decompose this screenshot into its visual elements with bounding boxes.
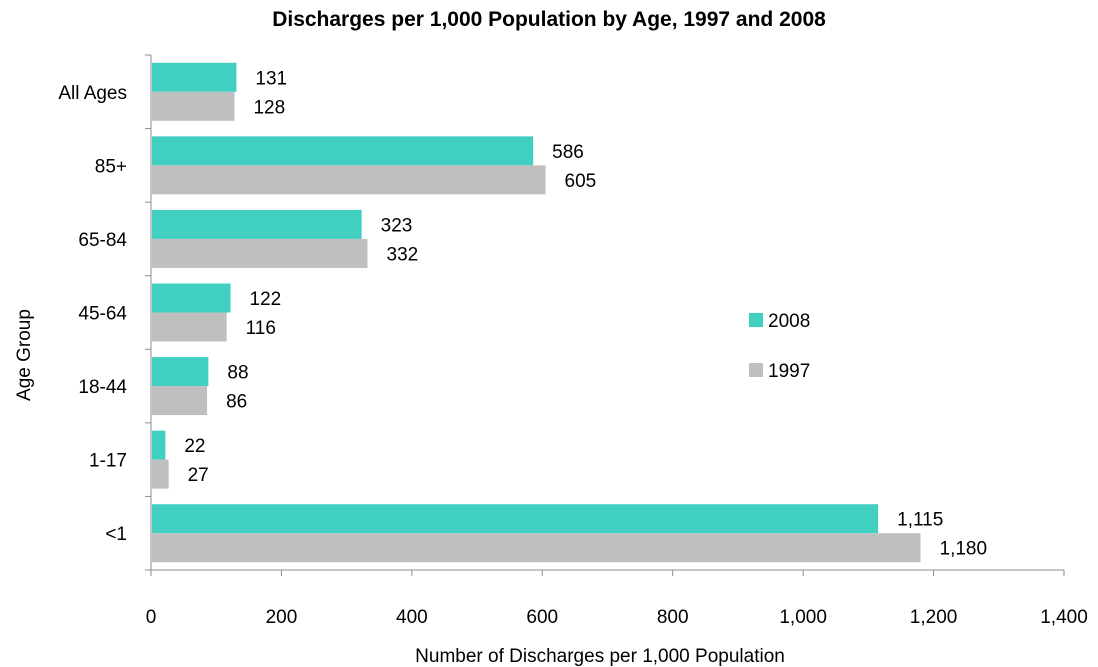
x-tick-label: 0: [146, 607, 157, 628]
data-labels: 131 128 586 605 323 332 122 116 88 86 22 27 1,115 1,1…: [184, 68, 987, 559]
legend-swatch-1997: [749, 363, 763, 377]
x-tick-label: 1,000: [779, 607, 827, 628]
data-label-2008: 131: [255, 68, 287, 89]
category-label: 85+: [95, 156, 127, 177]
legend-swatch-2008: [749, 313, 763, 327]
category-label: All Ages: [58, 83, 127, 104]
data-label-1997: 86: [226, 392, 247, 413]
chart-title: Discharges per 1,000 Population by Age, …: [272, 8, 826, 31]
axes: [145, 54, 1065, 576]
category-label: 1-17: [89, 451, 127, 472]
bar-2008: [152, 283, 231, 313]
data-label-1997: 1,180: [940, 539, 988, 560]
category-label: 45-64: [78, 304, 127, 325]
data-label-2008: 1,115: [897, 510, 943, 531]
data-label-1997: 27: [188, 465, 209, 486]
legend-label-1997: 1997: [768, 361, 810, 382]
legend: 2008 1997: [749, 311, 810, 382]
bar-1997: [152, 459, 169, 489]
bar-1997: [152, 386, 208, 416]
data-label-1997: 332: [387, 244, 419, 265]
bar-1997: [152, 533, 921, 563]
data-label-1997: 116: [246, 318, 276, 339]
x-axis-title: Number of Discharges per 1,000 Populatio…: [415, 646, 785, 667]
bar-1997: [152, 238, 368, 268]
bar-2008: [152, 136, 534, 166]
data-label-2008: 323: [381, 215, 413, 236]
x-tick-label: 200: [266, 607, 298, 628]
data-label-1997: 128: [253, 97, 285, 118]
bar-1997: [152, 165, 546, 195]
data-label-2008: 22: [184, 436, 205, 457]
x-tick-label: 800: [657, 607, 689, 628]
category-label: <1: [105, 524, 127, 545]
data-label-2008: 122: [250, 289, 282, 310]
bar-2008: [152, 430, 166, 460]
bar-2008: [152, 62, 237, 92]
x-tick-label: 600: [526, 607, 558, 628]
x-tick-labels: 0 200 400 600 800 1,000 1,200 1,400: [146, 607, 1088, 628]
bar-2008: [152, 504, 879, 534]
category-label: 65-84: [78, 230, 127, 251]
legend-label-2008: 2008: [768, 311, 810, 332]
data-label-1997: 605: [565, 171, 597, 192]
bars: [152, 62, 921, 563]
data-label-2008: 586: [552, 142, 584, 163]
data-label-2008: 88: [227, 363, 248, 384]
bar-1997: [152, 312, 227, 342]
bar-1997: [152, 91, 235, 121]
x-tick-label: 1,200: [910, 607, 958, 628]
category-labels: All Ages 85+ 65-84 45-64 18-44 1-17 <1: [58, 83, 127, 545]
bar-2008: [152, 209, 362, 239]
y-axis-title: Age Group: [14, 309, 35, 401]
x-tick-label: 1,400: [1040, 607, 1088, 628]
x-tick-label: 400: [396, 607, 428, 628]
bar-2008: [152, 357, 209, 387]
category-label: 18-44: [78, 377, 127, 398]
